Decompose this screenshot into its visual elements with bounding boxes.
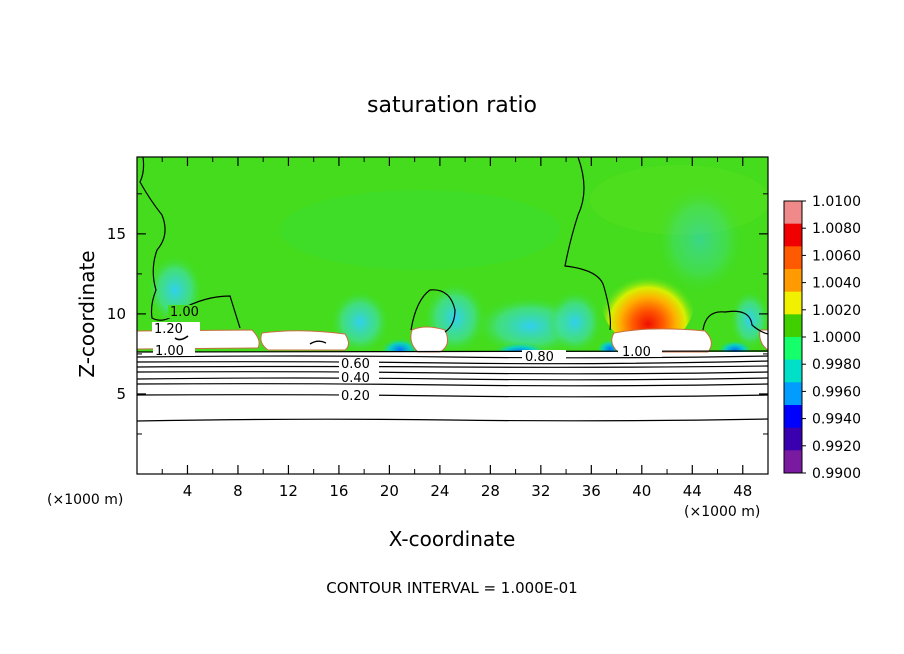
contour-lines [137,157,768,422]
x-tick-label: 16 [329,482,348,500]
colorbar-label: 0.9940 [812,412,861,428]
x-tick-label: 24 [430,482,449,500]
contour-label: 1.00 [622,345,651,360]
y-axis: 5 10 15 [107,193,768,435]
x-unit-right: (×1000 m) [684,504,760,520]
colorbar-swatch [784,382,802,406]
colorbar-label: 0.9980 [812,357,861,373]
colorbar-label: 1.0100 [812,194,861,210]
x-tick-label: 36 [582,482,601,500]
colorbar-swatch [784,450,802,474]
colorbar-swatch [784,269,802,293]
colorbar-swatch [784,427,802,451]
contour-label: 1.00 [155,344,184,359]
colorbar-swatch [784,405,802,429]
chart-title: saturation ratio [367,93,537,118]
y-tick-label: 5 [116,385,126,403]
colorbar-swatch [784,359,802,383]
colorbar-label: 1.0080 [812,221,861,237]
colorbar-label: 0.9920 [812,439,861,455]
contour-label: 0.80 [525,350,554,365]
x-tick-label: 48 [733,482,752,500]
colorbar: 1.0100 1.0080 1.0060 1.0040 1.0020 1.0000 0.99… [783,194,861,482]
x-tick-label: 4 [183,482,193,500]
colorbar-label: 1.0060 [812,248,861,264]
heatmap-field: 1.00 1.20 1.00 0.60 0.40 0.20 0.80 1.00 [137,157,768,474]
colorbar-swatch [784,291,802,315]
colorbar-label: 0.9960 [812,384,861,400]
contour-label-group: 1.00 1.20 1.00 0.60 0.40 0.20 0.80 1.00 [152,305,662,404]
colorbar-label: 1.0040 [812,276,861,292]
x-tick-label: 20 [380,482,399,500]
colorbar-label: 1.0000 [812,330,861,346]
contour-label: 0.40 [341,371,370,386]
contour-label: 0.20 [341,389,370,404]
y-tick-label: 15 [107,225,126,243]
x-tick-label: 44 [683,482,702,500]
colorbar-swatch [784,246,802,270]
y-tick-label: 10 [107,305,126,323]
x-unit-left: (×1000 m) [47,492,123,508]
x-tick-label: 32 [531,482,550,500]
colorbar-swatch [784,223,802,247]
y-axis-label: Z-coordinate [75,250,99,377]
x-tick-label: 40 [632,482,651,500]
colorbar-swatch [784,337,802,361]
x-tick-label: 8 [233,482,243,500]
colorbar-swatch [784,201,802,225]
x-tick-label: 12 [279,482,298,500]
x-tick-label: 28 [481,482,500,500]
plot-area: 1.00 1.20 1.00 0.60 0.40 0.20 0.80 1.00 … [107,156,769,500]
x-axis-label: X-coordinate [389,527,516,551]
colorbar-swatch [784,314,802,338]
contour-label: 0.60 [341,357,370,372]
x-axis: 4 8 12 16 20 24 28 32 36 40 44 48 [161,157,752,500]
contour-label: 1.00 [170,305,199,320]
contour-label: 1.20 [154,322,183,337]
contour-interval-note: CONTOUR INTERVAL = 1.000E-01 [326,579,577,597]
colorbar-label: 1.0020 [812,303,861,319]
colorbar-label: 0.9900 [812,466,861,482]
plot-frame [136,156,769,475]
